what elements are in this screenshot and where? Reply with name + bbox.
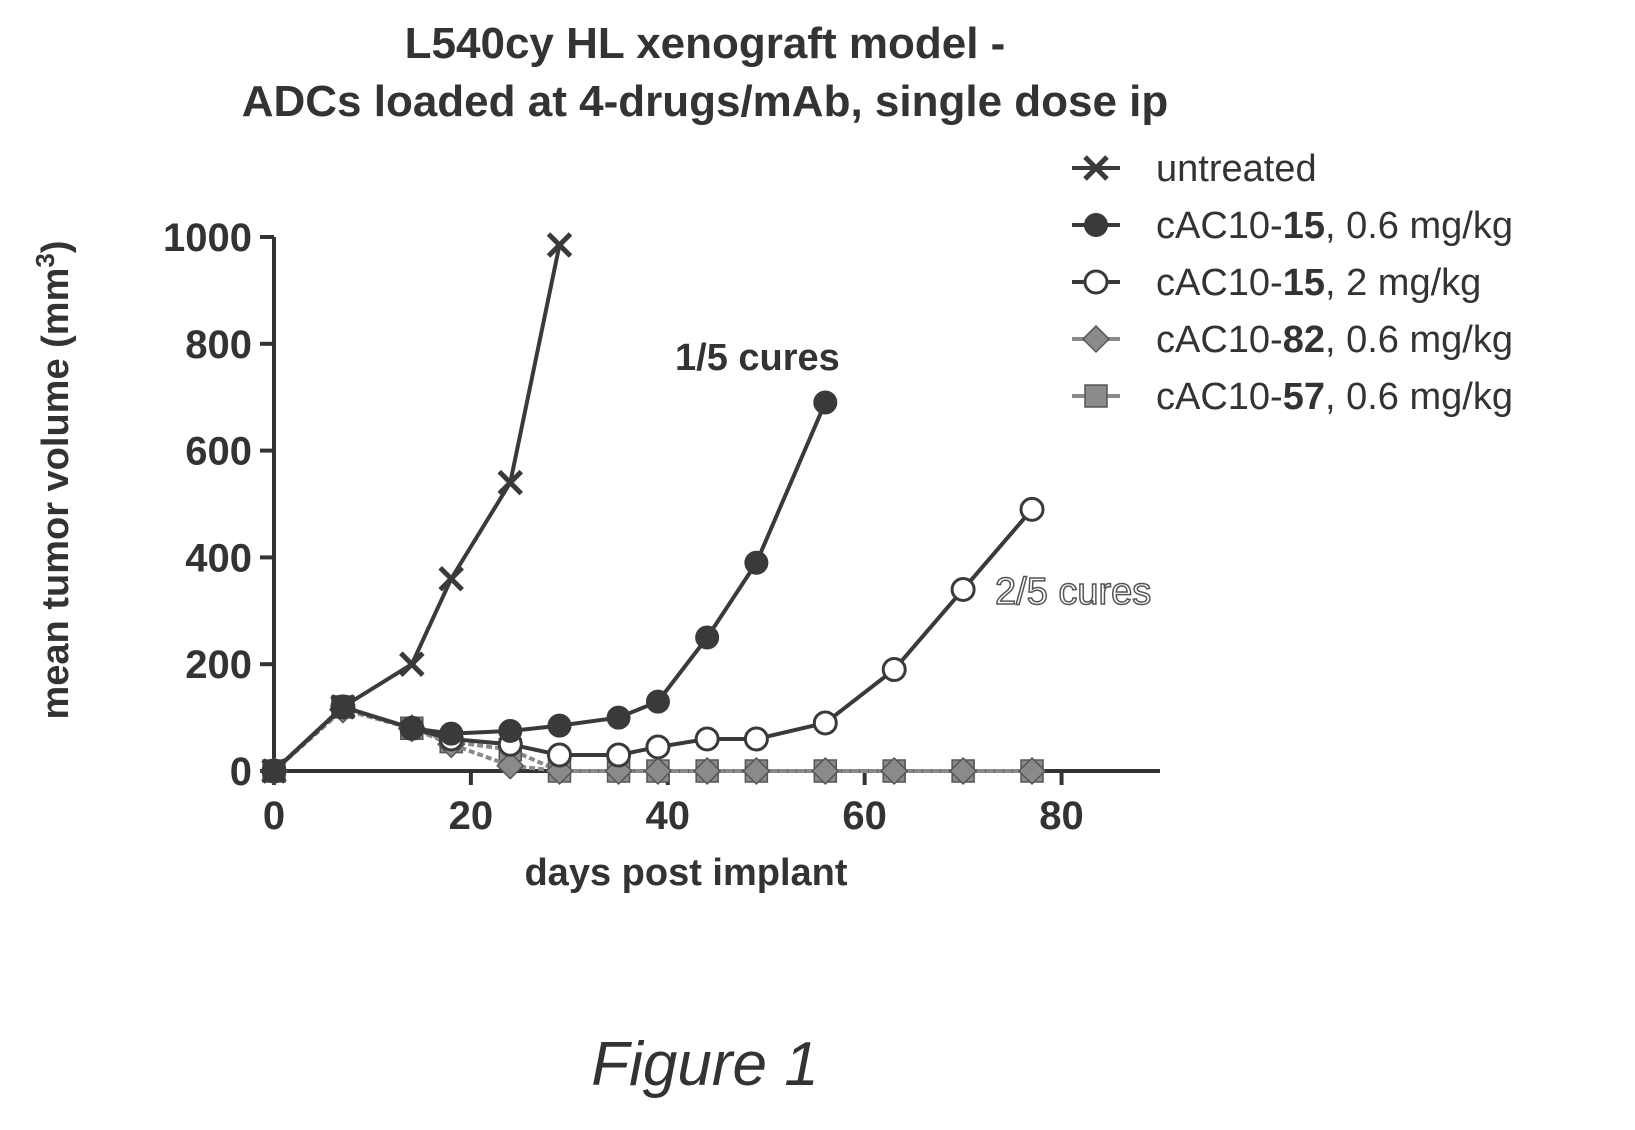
data-point: [811, 756, 840, 786]
data-point: [606, 742, 632, 768]
legend-label: cAC10-15, 0.6 mg/kg: [1156, 205, 1513, 247]
legend-marker: [1081, 324, 1111, 354]
chart-title-line-2: ADCs loaded at 4-drugs/mAb, single dose …: [242, 77, 1169, 126]
data-point: [880, 756, 909, 786]
legend-marker: [1084, 384, 1108, 408]
series-1: [262, 390, 838, 783]
series-layer: [259, 232, 1047, 786]
data-point: [498, 718, 523, 743]
series-line: [272, 508, 1034, 773]
data-point: [546, 742, 572, 768]
legend-label: cAC10-57, 0.6 mg/kg: [1156, 376, 1513, 418]
x-tick-label: 20: [449, 794, 494, 838]
legend-marker: [1084, 213, 1108, 237]
data-point: [439, 721, 464, 746]
y-tick-label: 800: [185, 323, 252, 367]
legend: untreated cAC10-15, 0.6 mg/kg cAC10-15, 2 …: [1072, 148, 1513, 418]
annotation-1-of-5-cures: 1/5 cures: [675, 337, 840, 379]
y-tick-labels: 0 200 400 600 800 1000: [163, 216, 252, 794]
data-point: [881, 657, 907, 683]
x-axis-label: days post implant: [524, 852, 847, 894]
x-tick-label: 80: [1039, 794, 1084, 838]
data-point: [1017, 756, 1047, 786]
data-point: [261, 758, 287, 784]
legend-label: cAC10-15, 2 mg/kg: [1156, 262, 1481, 304]
data-point: [694, 726, 720, 752]
data-point: [744, 550, 769, 575]
data-point: [643, 756, 672, 786]
annotation-2-of-5-cures: 2/5 cures: [995, 571, 1151, 613]
y-tick-label: 1000: [163, 216, 252, 260]
data-point: [330, 694, 356, 720]
y-tick-label: 400: [185, 536, 252, 580]
data-point: [645, 689, 670, 714]
series-line: [272, 244, 562, 773]
data-point: [742, 756, 771, 786]
data-point: [546, 232, 573, 258]
chart-title-line-1: L540cy HL xenograft model -: [405, 19, 1006, 68]
y-tick-label: 0: [230, 750, 252, 794]
data-point: [693, 756, 722, 786]
y-tick-label: 200: [185, 643, 252, 687]
legend-item: cAC10-57, 0.6 mg/kg: [1072, 376, 1513, 418]
data-point: [399, 651, 425, 677]
data-point: [813, 390, 838, 415]
data-point: [438, 565, 464, 592]
data-point: [497, 469, 524, 496]
y-axis-label: mean tumor volume (mm3): [30, 241, 77, 720]
data-point: [695, 625, 720, 650]
data-point: [949, 756, 978, 786]
legend-item: cAC10-82, 0.6 mg/kg: [1072, 319, 1513, 361]
data-point: [812, 710, 838, 736]
data-point: [547, 713, 572, 738]
legend-label: cAC10-82, 0.6 mg/kg: [1156, 319, 1513, 361]
data-point: [1019, 496, 1045, 522]
legend-item: cAC10-15, 0.6 mg/kg: [1072, 205, 1513, 247]
data-point: [606, 705, 631, 730]
data-point: [496, 751, 525, 780]
x-tick-labels: 0 20 40 60 80: [263, 794, 1084, 838]
figure-caption: Figure 1: [591, 1030, 818, 1099]
legend-marker: [1083, 155, 1109, 181]
legend-item: cAC10-15, 2 mg/kg: [1072, 262, 1481, 304]
series-2: [261, 496, 1045, 784]
x-tick-label: 40: [646, 794, 691, 838]
x-tick-label: 60: [842, 794, 887, 838]
data-point: [743, 726, 769, 752]
y-tick-label: 600: [185, 430, 252, 474]
series-line: [272, 401, 828, 773]
legend-label: untreated: [1156, 148, 1317, 190]
series-0: [261, 232, 573, 784]
legend-marker: [1083, 269, 1109, 295]
data-point: [950, 576, 976, 602]
data-point: [399, 716, 424, 741]
data-point: [645, 734, 671, 760]
legend-item: untreated: [1072, 148, 1317, 190]
x-tick-label: 0: [263, 794, 285, 838]
